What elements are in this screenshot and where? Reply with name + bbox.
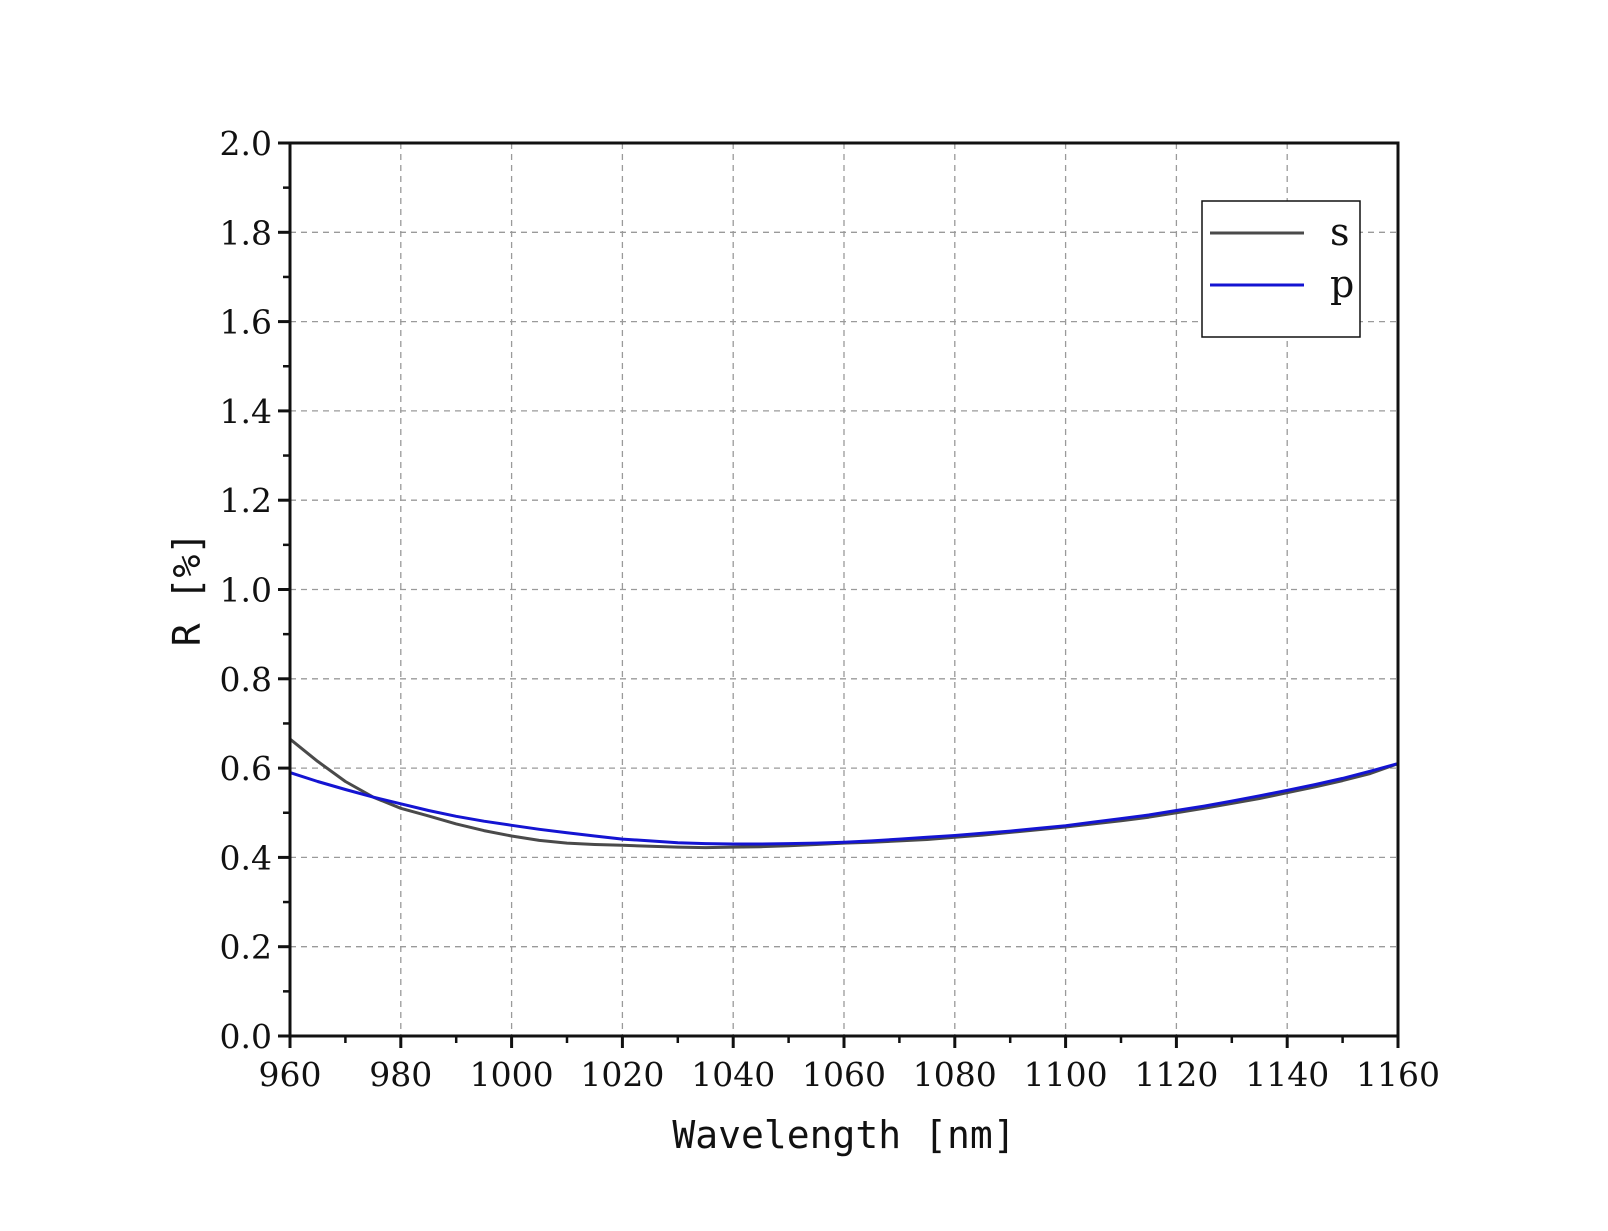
x-tick-label: 1120 [1134,1055,1218,1094]
x-tick-label: 960 [259,1055,322,1094]
y-tick-label: 0.8 [220,660,272,699]
x-tick-label: 1040 [691,1055,775,1094]
y-axis-title: R [%] [165,532,209,646]
x-tick-label: 1000 [470,1055,554,1094]
legend-label-p: p [1330,262,1354,306]
series-lines [289,737,1399,850]
legend-box [1201,200,1361,338]
x-tick-label: 1080 [913,1055,997,1094]
y-tick-label: 1.2 [220,481,272,520]
x-tick-label: 1100 [1024,1055,1108,1094]
y-tick-label: 1.0 [220,571,272,610]
x-tick-label: 1020 [580,1055,664,1094]
y-tick-label: 0.2 [220,928,272,967]
y-tick-label: 1.4 [220,392,272,431]
legend-label-s: s [1330,210,1350,254]
x-tick-label: 1060 [802,1055,886,1094]
grid-lines [290,143,1398,1036]
y-tick-labels: 0.0 0.2 0.4 0.6 0.8 1.0 1.2 1.4 1.6 1.8 2.0 [220,124,272,1056]
x-tick-label: 1140 [1245,1055,1329,1094]
x-tick-label: 980 [369,1055,432,1094]
y-tick-label: 0.6 [220,749,272,788]
y-tick-label: 1.8 [220,213,272,252]
y-tick-label: 2.0 [220,124,272,163]
legend: sp [1201,200,1361,338]
series-line-p [289,762,1399,846]
y-tick-label: 0.4 [220,838,272,877]
x-axis-title: Wavelength [nm] [672,1113,1015,1157]
y-tick-label: 1.6 [220,303,272,342]
x-tick-label: 1160 [1356,1055,1440,1094]
y-tick-label: 0.0 [220,1017,272,1056]
x-tick-labels: 960 980 1000 1020 1040 1060 1080 1100 1120 1140 11… [259,1055,1440,1094]
axis-ticks [278,141,1400,1048]
